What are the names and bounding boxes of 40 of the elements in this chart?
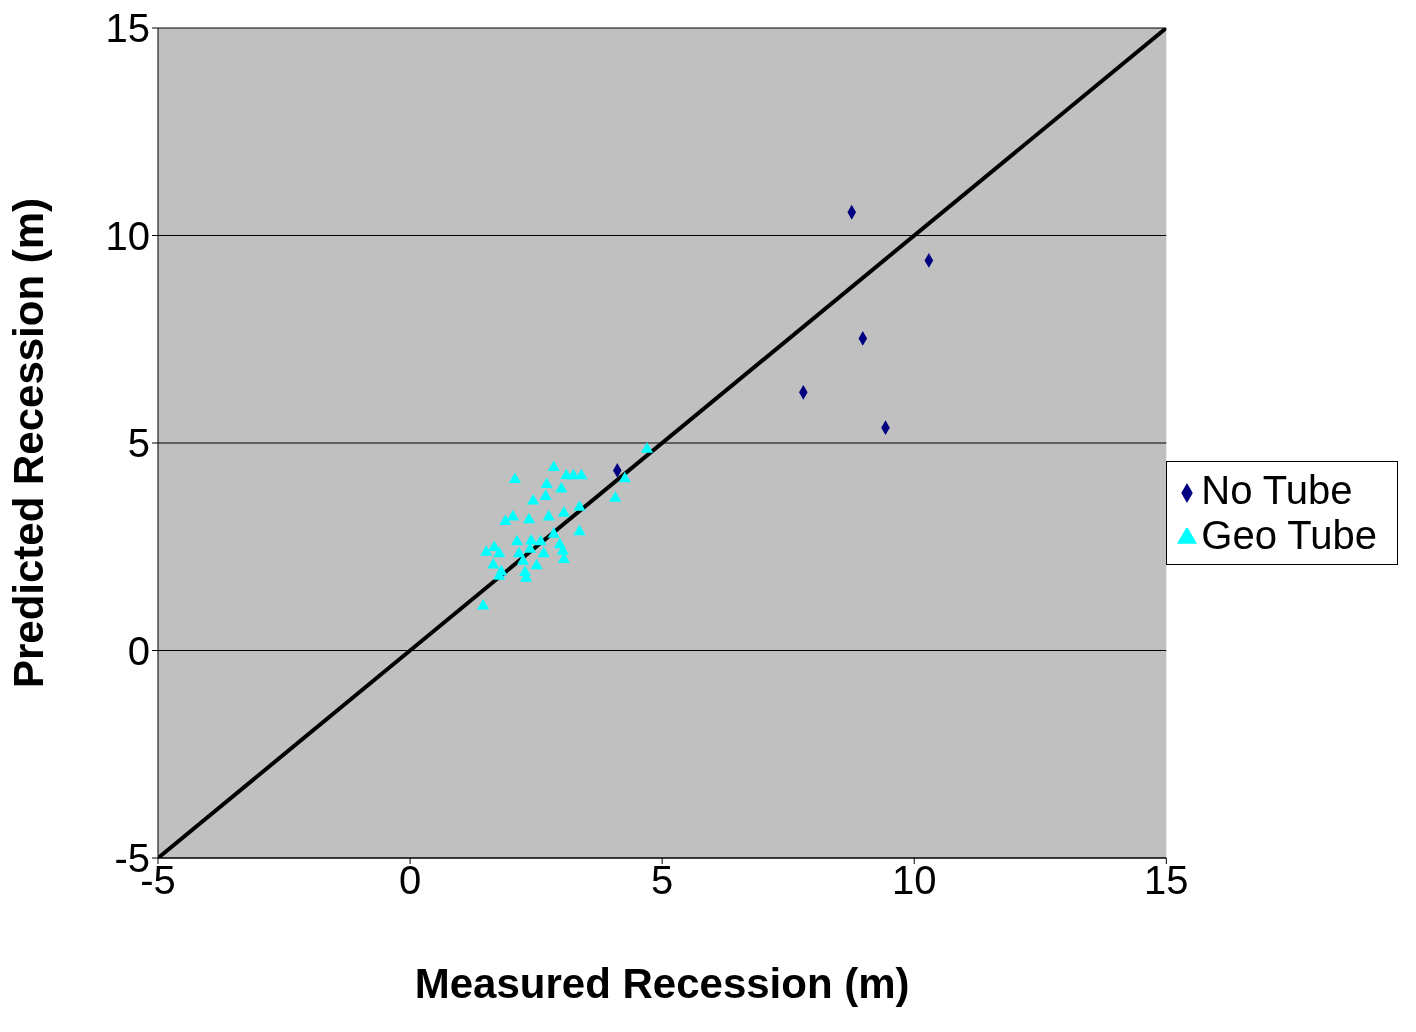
- point: [527, 494, 540, 505]
- point: [609, 491, 622, 502]
- point: [534, 534, 547, 546]
- point: [493, 546, 506, 558]
- point: [523, 542, 537, 553]
- x-tick-label: 15: [1144, 858, 1189, 903]
- point: [618, 471, 631, 483]
- point: [555, 482, 568, 493]
- point: [477, 599, 490, 610]
- x-tick-label: 10: [891, 858, 937, 903]
- point: [510, 534, 524, 546]
- point: [640, 442, 654, 453]
- point: [493, 569, 506, 580]
- point: [575, 468, 588, 480]
- point: [547, 460, 560, 471]
- point: [487, 557, 500, 569]
- legend-label: Geo Tube: [1201, 513, 1377, 557]
- point: [508, 472, 522, 484]
- point: [573, 500, 586, 511]
- point: [516, 554, 530, 565]
- point: [537, 546, 550, 558]
- legend-label: No Tube: [1201, 468, 1353, 512]
- point: [480, 545, 493, 556]
- point: [573, 524, 586, 536]
- point: [499, 514, 512, 525]
- y-axis-title: Predicted Recession (m): [4, 197, 52, 689]
- point: [557, 506, 570, 517]
- point: [542, 509, 555, 521]
- x-tick-label: 0: [398, 858, 422, 903]
- point: [539, 489, 552, 501]
- y-tick-label: 10: [105, 213, 150, 258]
- point: [547, 527, 560, 538]
- y-tick-label: 5: [127, 421, 150, 466]
- x-axis-title: Measured Recession (m): [414, 960, 910, 1007]
- y-tick-label: 0: [127, 628, 150, 673]
- x-tick-label: 5: [651, 858, 674, 903]
- point: [530, 558, 543, 570]
- y-tick-label: 15: [105, 6, 150, 51]
- point: [522, 512, 536, 524]
- point: [540, 477, 553, 489]
